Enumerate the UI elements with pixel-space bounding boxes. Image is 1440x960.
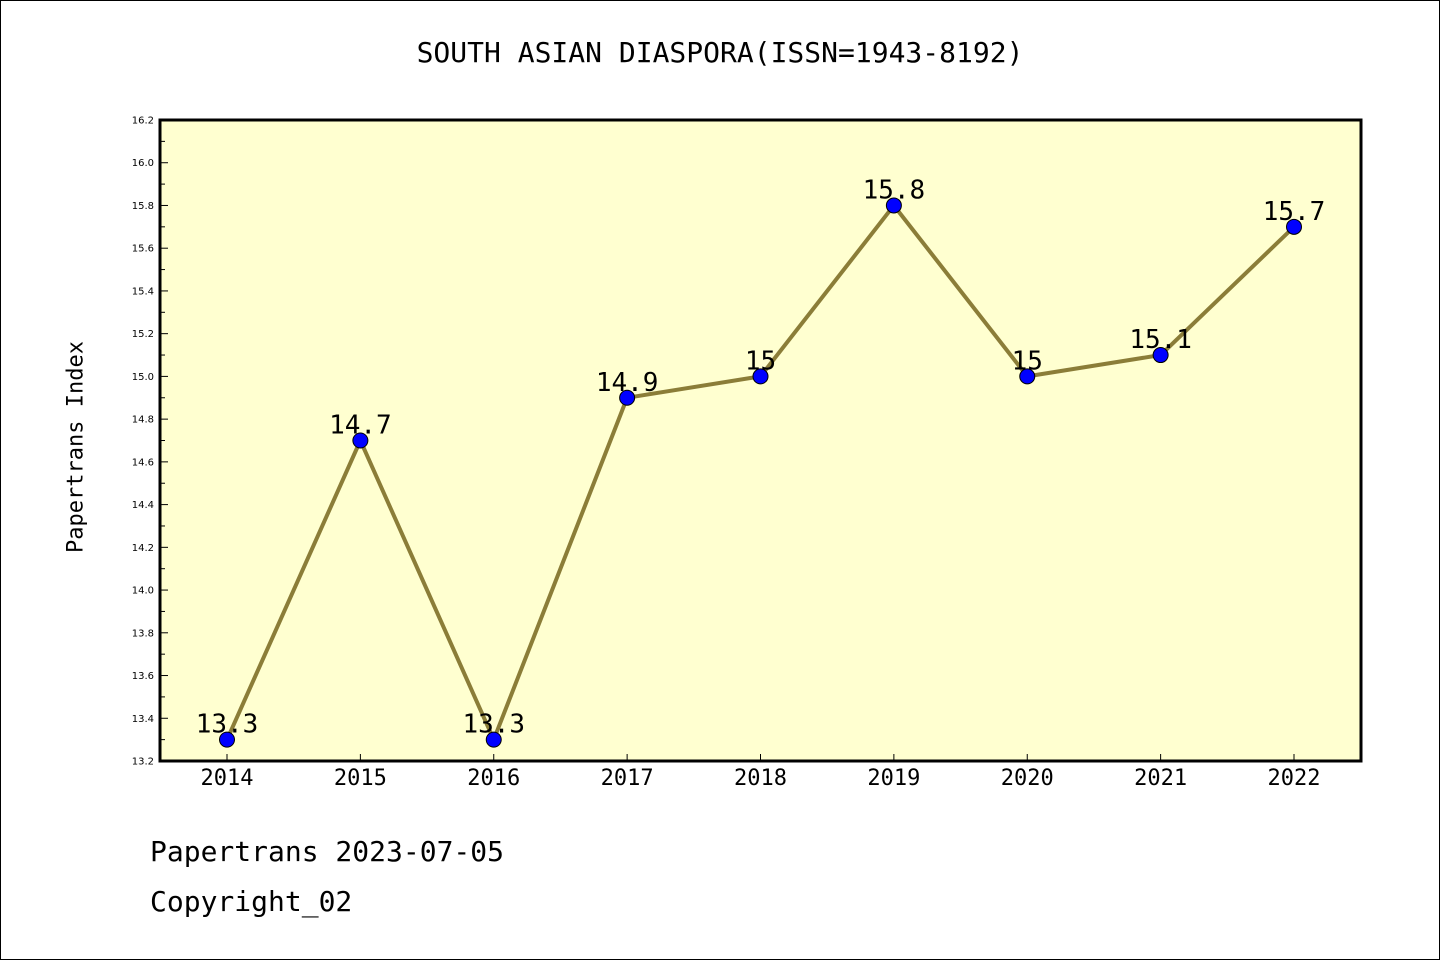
y-tick-label: 14.0: [132, 586, 154, 597]
x-tick-label: 2020: [1001, 766, 1054, 791]
x-tick-label: 2019: [867, 766, 920, 791]
x-tick-label: 2015: [334, 766, 387, 791]
y-tick-label: 13.8: [132, 628, 154, 639]
y-tick-label: 15.6: [132, 244, 154, 255]
data-point: [619, 389, 636, 406]
data-point: [352, 432, 369, 449]
y-tick-label: 16.2: [132, 116, 154, 127]
y-tick-label: 15.4: [132, 286, 154, 297]
y-tick-label: 13.4: [132, 714, 154, 725]
y-tick-label: 15.2: [132, 329, 154, 340]
data-point: [1019, 368, 1036, 385]
footer-date: Papertrans 2023-07-05: [150, 835, 505, 868]
data-label: 15.7: [1263, 197, 1326, 227]
data-label: 15: [1012, 346, 1043, 376]
y-tick-label: 14.4: [132, 500, 154, 511]
y-tick-label: 13.2: [132, 757, 154, 768]
y-tick-label: 13.6: [132, 671, 154, 682]
data-point: [485, 731, 502, 748]
y-tick-label: 14.2: [132, 543, 154, 554]
data-label: 13.3: [196, 710, 259, 740]
y-tick-label: 15.8: [132, 201, 154, 212]
data-point: [219, 731, 235, 748]
plot-area: [160, 120, 1361, 761]
data-label: 14.7: [329, 411, 392, 441]
y-tick-label: 15.0: [132, 372, 154, 383]
data-label: 15.1: [1129, 325, 1192, 355]
plot-border: [158, 118, 1363, 763]
x-tick-label: 2014: [201, 766, 254, 791]
x-tick-label: 2017: [601, 766, 654, 791]
x-tick-label: 2018: [734, 766, 787, 791]
data-label: 15: [745, 346, 776, 376]
data-label: 15.8: [863, 175, 926, 205]
y-tick-label: 16.0: [132, 158, 154, 169]
x-tick-label: 2016: [467, 766, 520, 791]
data-point: [1152, 347, 1169, 364]
footer-copyright: Copyright_02: [150, 885, 353, 918]
x-tick-label: 2022: [1268, 766, 1321, 791]
data-label: 13.3: [462, 710, 525, 740]
y-tick-label: 14.8: [132, 415, 154, 426]
data-point: [752, 368, 769, 385]
chart-title: SOUTH ASIAN DIASPORA(ISSN=1943-8192): [416, 36, 1024, 69]
y-tick-label: 14.6: [132, 457, 154, 468]
data-point: [1286, 218, 1302, 235]
data-point: [885, 197, 902, 214]
x-tick-label: 2021: [1134, 766, 1187, 791]
data-label: 14.9: [596, 368, 659, 398]
